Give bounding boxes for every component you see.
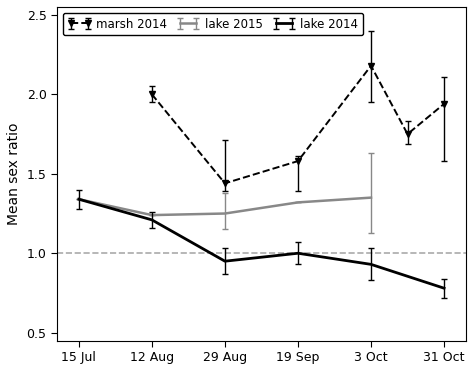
Y-axis label: Mean sex ratio: Mean sex ratio <box>7 122 21 225</box>
Legend: marsh 2014, lake 2015, lake 2014: marsh 2014, lake 2015, lake 2014 <box>63 13 363 35</box>
